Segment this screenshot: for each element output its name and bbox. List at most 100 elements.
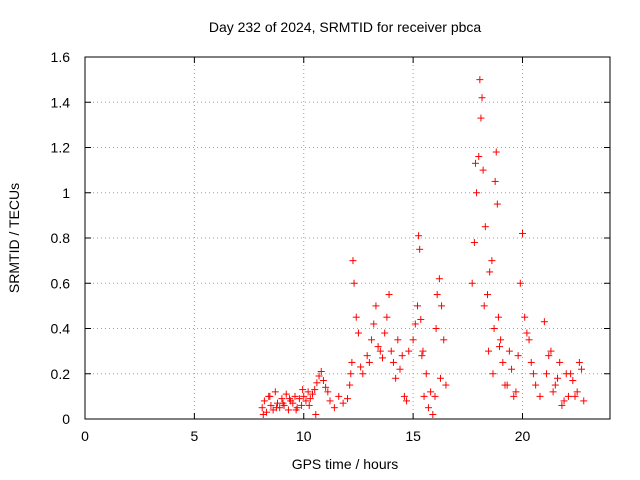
data-point xyxy=(512,388,520,396)
data-point xyxy=(575,358,583,366)
data-point xyxy=(527,358,535,366)
data-point xyxy=(429,410,437,418)
data-point xyxy=(374,343,382,351)
data-point xyxy=(405,347,413,355)
data-point xyxy=(489,370,497,378)
data-point xyxy=(580,397,588,405)
data-point xyxy=(411,320,419,328)
data-point xyxy=(475,153,483,161)
data-point xyxy=(578,365,586,373)
y-tick-label: 0.8 xyxy=(51,230,71,246)
y-tick-label: 0.2 xyxy=(51,366,71,382)
data-point xyxy=(291,392,299,400)
data-point xyxy=(370,320,378,328)
data-point xyxy=(359,370,367,378)
data-point xyxy=(258,404,266,412)
data-point xyxy=(272,404,280,412)
data-point xyxy=(485,347,493,355)
y-tick-label: 1.2 xyxy=(51,140,71,156)
data-point xyxy=(521,313,529,321)
data-point xyxy=(368,336,376,344)
data-point xyxy=(478,94,486,102)
y-tick-label: 1 xyxy=(62,185,70,201)
data-point xyxy=(567,370,575,378)
data-point xyxy=(317,367,325,375)
data-point xyxy=(278,395,286,403)
data-point xyxy=(422,370,430,378)
data-point xyxy=(322,383,330,391)
data-point xyxy=(529,370,537,378)
data-point xyxy=(435,275,443,283)
y-tick-label: 1.4 xyxy=(51,94,71,110)
data-point xyxy=(348,358,356,366)
data-point xyxy=(525,336,533,344)
data-point xyxy=(516,279,524,287)
x-tick-label: 15 xyxy=(405,428,421,444)
data-point xyxy=(440,336,448,344)
data-point xyxy=(468,279,476,287)
y-tick-label: 0.4 xyxy=(51,321,71,337)
data-point xyxy=(363,352,371,360)
data-point xyxy=(494,313,502,321)
data-point xyxy=(424,404,432,412)
data-point xyxy=(354,329,362,337)
x-tick-label: 20 xyxy=(515,428,531,444)
data-point xyxy=(484,291,491,299)
data-point xyxy=(499,358,507,366)
data-point xyxy=(480,302,488,310)
data-point xyxy=(260,397,268,405)
data-point xyxy=(558,401,566,409)
data-point xyxy=(312,410,320,418)
data-point xyxy=(569,377,577,385)
data-point xyxy=(431,392,439,400)
x-tick-label: 10 xyxy=(296,428,312,444)
plot-frame xyxy=(84,56,611,420)
data-point xyxy=(302,397,310,405)
data-point xyxy=(564,392,572,400)
data-point xyxy=(403,397,411,405)
data-point xyxy=(271,388,279,396)
ticks: 0 5 10 15 20 0 0.2 0.4 0.6 0.8 1 1.2 1.4 1.6 xyxy=(51,49,610,444)
data-point xyxy=(492,148,500,156)
data-point xyxy=(394,336,402,344)
data-point xyxy=(346,381,354,389)
data-point xyxy=(339,399,347,407)
x-tick-label: 5 xyxy=(190,428,198,444)
data-point xyxy=(477,114,485,122)
data-point xyxy=(279,399,287,407)
data-point xyxy=(387,347,395,355)
data-point xyxy=(556,358,564,366)
data-point xyxy=(300,392,308,400)
data-point xyxy=(324,388,332,396)
data-point xyxy=(381,329,389,337)
data-point xyxy=(304,388,312,396)
data-point xyxy=(292,406,300,414)
data-point xyxy=(398,352,406,360)
data-point xyxy=(551,381,559,389)
x-axis-label: GPS time / hours xyxy=(292,456,399,472)
data-point xyxy=(545,352,553,360)
data-point xyxy=(573,388,581,396)
data-point xyxy=(554,374,561,382)
data-point xyxy=(549,388,557,396)
data-point xyxy=(418,352,426,360)
data-point xyxy=(372,302,380,310)
data-point xyxy=(540,318,548,326)
data-point xyxy=(400,392,408,400)
data-point xyxy=(481,223,489,231)
data-point xyxy=(547,347,555,355)
data-point xyxy=(330,404,338,412)
data-point xyxy=(409,336,417,344)
data-point xyxy=(476,76,484,84)
data-point xyxy=(396,365,404,373)
data-point xyxy=(385,291,393,299)
data-point xyxy=(536,392,544,400)
data-point xyxy=(514,352,522,360)
data-point xyxy=(420,392,428,400)
data-point xyxy=(313,379,321,387)
data-point xyxy=(315,372,323,380)
data-point xyxy=(508,365,516,373)
data-point xyxy=(503,381,511,389)
data-point xyxy=(427,388,435,396)
data-point xyxy=(415,232,423,240)
